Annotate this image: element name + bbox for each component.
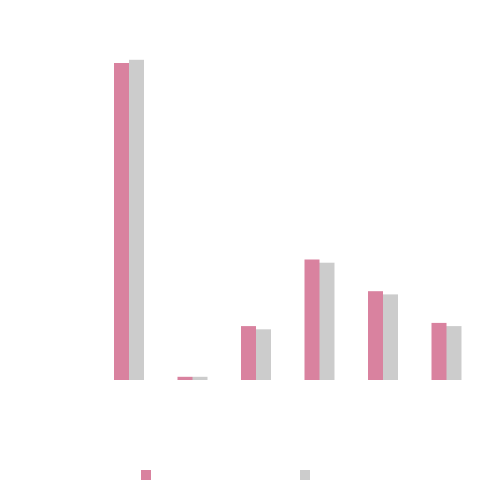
bar-series-1-group-3 xyxy=(241,326,256,380)
bar-series-2-group-5 xyxy=(383,294,398,380)
bar-group-2 xyxy=(177,376,208,380)
legend-swatch-series-2 xyxy=(300,470,310,480)
bars-group xyxy=(114,59,462,381)
bar-series-2-group-6 xyxy=(446,326,462,380)
bar-series-2-group-1 xyxy=(129,59,144,381)
bar-group-4 xyxy=(304,259,335,380)
bar-series-1-group-6 xyxy=(431,322,447,380)
legend xyxy=(141,470,310,480)
bar-series-2-group-3 xyxy=(256,329,271,380)
bar-series-1-group-1 xyxy=(114,63,129,380)
bar-series-1-group-2 xyxy=(177,376,193,380)
bar-group-6 xyxy=(431,322,462,380)
bar-group-3 xyxy=(241,326,271,380)
bar-series-2-group-2 xyxy=(192,376,208,380)
bar-group-5 xyxy=(368,291,398,380)
bar-series-1-group-4 xyxy=(304,259,320,380)
legend-swatch-series-1 xyxy=(141,470,151,480)
bar-series-1-group-5 xyxy=(368,291,383,380)
bar-group-1 xyxy=(114,59,144,381)
bar-series-2-group-4 xyxy=(319,262,335,380)
